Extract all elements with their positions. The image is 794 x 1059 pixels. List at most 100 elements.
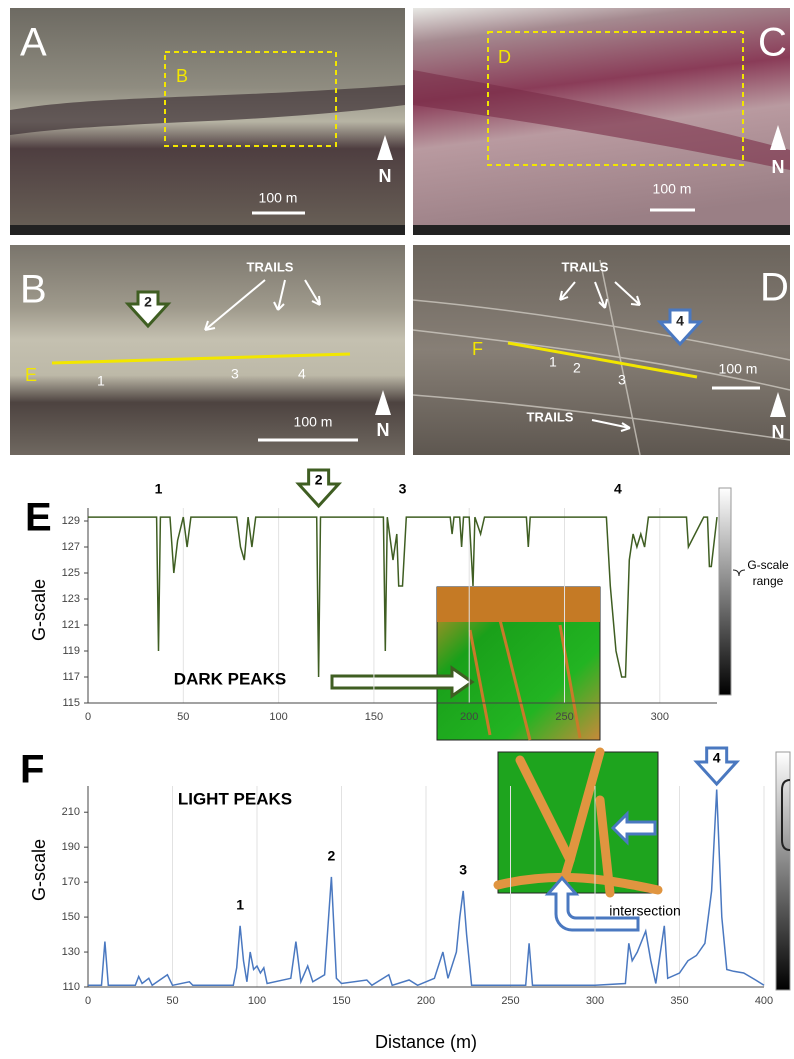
panel-label: A xyxy=(20,21,47,65)
panel-label: E xyxy=(25,496,52,540)
colorbar-label: G-scale xyxy=(747,558,789,572)
scale-label: 100 m xyxy=(259,190,298,206)
y-tick-label: 170 xyxy=(62,876,80,888)
inset-band xyxy=(437,587,600,622)
profile-line xyxy=(507,341,698,379)
x-tick-label: 100 xyxy=(248,995,266,1007)
point-label: 2 xyxy=(573,360,581,376)
marker-label: 2 xyxy=(144,294,152,310)
point-label: 3 xyxy=(231,366,239,382)
colorbar xyxy=(775,751,791,991)
point-label: 1 xyxy=(549,354,557,370)
status-bar xyxy=(10,225,405,235)
bracket xyxy=(732,569,746,577)
inset-trails xyxy=(468,619,582,741)
y-tick-label: 127 xyxy=(62,541,80,553)
y-tick-label: 190 xyxy=(62,841,80,853)
scale-label: 100 m xyxy=(653,181,692,197)
x-tick-label: 250 xyxy=(501,995,519,1007)
marker-arrow xyxy=(693,746,741,787)
y-tick-label: 210 xyxy=(62,806,80,818)
trail-arrows xyxy=(559,281,641,309)
marker-arrow xyxy=(124,290,172,329)
trails-label: TRAILS xyxy=(562,259,609,274)
annotation: LIGHT PEAKS xyxy=(178,789,292,808)
line-chart: 0 50 100 150 200 250 300 350 400 110 130 150 170 190 2… xyxy=(20,746,773,1052)
pointer-arrow xyxy=(544,875,640,932)
x-tick-label: 200 xyxy=(417,995,435,1007)
point-label: 3 xyxy=(618,372,626,388)
marker-arrow xyxy=(295,468,343,509)
y-tick-label: 123 xyxy=(62,593,80,605)
north-arrow xyxy=(770,392,786,417)
x-tick-label: 300 xyxy=(651,711,669,723)
colorbar-label: range xyxy=(753,574,784,588)
x-tick-label: 50 xyxy=(177,711,189,723)
panel-a: A B 100 m N xyxy=(10,8,405,235)
terrain xyxy=(10,85,405,135)
y-axis-label: G-scale xyxy=(29,579,49,641)
peak-label: 3 xyxy=(399,481,407,497)
pointer-arrow xyxy=(610,810,657,846)
y-tick-label: 115 xyxy=(62,697,80,709)
panel-label: F xyxy=(20,748,44,792)
x-tick-label: 0 xyxy=(85,711,91,723)
terrain xyxy=(413,70,790,170)
y-tick-label: 117 xyxy=(62,671,80,683)
y-tick-label: 119 xyxy=(62,645,80,657)
y-tick-label: 110 xyxy=(62,981,80,993)
panel-c: C D 100 m N xyxy=(413,8,790,235)
annotation: DARK PEAKS xyxy=(174,669,286,688)
x-tick-label: 150 xyxy=(332,995,350,1007)
x-tick-label: 250 xyxy=(555,711,573,723)
satellite-image xyxy=(413,245,790,455)
y-tick-label: 125 xyxy=(62,567,80,579)
peak-label: 4 xyxy=(614,481,622,497)
trail-arrow xyxy=(591,419,631,432)
peak-label: 4 xyxy=(713,750,721,766)
panel-label: D xyxy=(760,266,789,310)
y-tick-label: 121 xyxy=(62,619,80,631)
panel-label: B xyxy=(20,268,47,312)
y-axis-label: G-scale xyxy=(29,839,49,901)
x-tick-label: 150 xyxy=(365,711,383,723)
panel-b: B TRAILS 2 E 1 3 4 100 m N xyxy=(10,245,405,455)
box-label: D xyxy=(498,47,511,67)
y-tick-label: 130 xyxy=(62,946,80,958)
status-bar xyxy=(413,225,790,235)
point-label: 1 xyxy=(97,373,105,389)
line-label: F xyxy=(472,339,483,359)
point-label: 4 xyxy=(298,366,306,382)
x-tick-label: 200 xyxy=(460,711,478,723)
satellite-image xyxy=(10,245,405,455)
peak-label: 2 xyxy=(327,848,335,864)
north-label: N xyxy=(379,166,392,186)
box-label: B xyxy=(176,66,188,86)
data-line xyxy=(88,789,765,987)
x-tick-label: 400 xyxy=(755,995,773,1007)
trail-arrows xyxy=(204,279,321,331)
panel-label: C xyxy=(758,21,787,65)
trails xyxy=(412,259,791,456)
scale-label: 100 m xyxy=(294,414,333,430)
y-tick-label: 129 xyxy=(62,515,80,527)
trails-label: TRAILS xyxy=(527,409,574,424)
north-label: N xyxy=(772,157,785,177)
north-arrow xyxy=(375,390,391,415)
x-axis-label: Distance (m) xyxy=(375,1032,477,1052)
peak-label: 2 xyxy=(315,472,323,488)
scale-label: 100 m xyxy=(719,361,758,377)
pointer-arrow xyxy=(330,665,475,699)
x-tick-label: 100 xyxy=(269,711,287,723)
inset-e xyxy=(436,586,601,741)
colorbar xyxy=(718,487,732,696)
north-arrow xyxy=(770,125,786,150)
peak-label: 1 xyxy=(236,897,244,913)
inset-label: intersection xyxy=(609,903,681,919)
north-label: N xyxy=(377,420,390,440)
bracket xyxy=(781,779,791,851)
panel-d: D TRAILS 4 F 1 2 3 100 m TRAILS N xyxy=(412,245,791,456)
profile-line xyxy=(51,352,351,365)
x-tick-label: 350 xyxy=(670,995,688,1007)
